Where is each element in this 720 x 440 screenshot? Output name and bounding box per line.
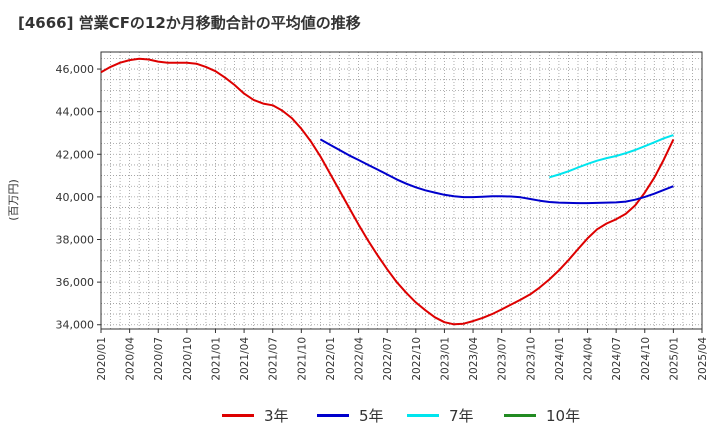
y-tick-label: 42,000: [56, 148, 95, 161]
axis-layer: 34,000 36,000 38,000 40,000 42,000 44,000 46,0…: [56, 51, 709, 381]
legend-label: 5年: [359, 406, 384, 425]
y-tick-label: 36,000: [56, 276, 95, 289]
x-tick-label: 2024/07: [611, 337, 623, 381]
x-tick-label: 2022/07: [382, 337, 394, 381]
series-line-3: [549, 134, 674, 179]
series-line-2: [319, 138, 674, 205]
legend-item: 3年: [222, 402, 289, 428]
x-tick-label: 2025/04: [697, 337, 709, 381]
x-tick-label: 2022/04: [354, 337, 366, 381]
x-tick-label: 2022/01: [325, 337, 337, 381]
x-tick-label: 2023/04: [468, 337, 480, 381]
legend-swatch: [407, 413, 439, 417]
x-tick-label: 2020/10: [182, 337, 194, 381]
chart-legend: 3年 5年 7年 10年: [0, 402, 720, 428]
y-axis-label: (百万円): [7, 179, 20, 221]
x-tick-label: 2020/04: [125, 337, 137, 381]
x-tick-label: 2021/04: [239, 337, 251, 381]
chart-title: [4666] 営業CFの12か月移動合計の平均値の推移: [18, 14, 361, 32]
series-line-1: [100, 57, 675, 326]
series-layer: [100, 57, 675, 326]
legend-item: 7年: [407, 402, 474, 428]
legend-item: 10年: [504, 402, 580, 428]
x-tick-label: 2023/07: [497, 337, 509, 381]
x-tick-label: 2021/07: [268, 337, 280, 381]
x-tick-label: 2021/10: [296, 337, 308, 381]
x-tick-label: 2024/04: [583, 337, 595, 381]
x-tick-label: 2022/10: [411, 337, 423, 381]
legend-label: 10年: [546, 406, 581, 425]
legend-swatch: [504, 413, 536, 417]
y-tick-label: 34,000: [56, 319, 95, 332]
x-tick-label: 2020/07: [153, 337, 165, 381]
legend-label: 3年: [264, 406, 289, 425]
x-tick-label: 2025/01: [668, 337, 680, 381]
plot-frame: [100, 51, 703, 330]
plot-area: [101, 52, 702, 329]
y-tick-label: 38,000: [56, 234, 95, 247]
y-tick-label: 40,000: [56, 191, 95, 204]
legend-swatch: [317, 413, 349, 417]
legend-swatch: [222, 413, 254, 417]
x-tick-label: 2020/01: [96, 337, 108, 381]
y-tick-label: 46,000: [56, 63, 95, 76]
grid-layer: [101, 52, 702, 329]
y-tick-label: 44,000: [56, 106, 95, 119]
x-tick-label: 2023/10: [525, 337, 537, 381]
legend-label: 7年: [449, 406, 474, 425]
x-tick-label: 2024/10: [640, 337, 652, 381]
x-tick-label: 2021/01: [210, 337, 222, 381]
x-tick-label: 2023/01: [439, 337, 451, 381]
x-tick-label: 2024/01: [554, 337, 566, 381]
legend-item: 5年: [317, 402, 384, 428]
